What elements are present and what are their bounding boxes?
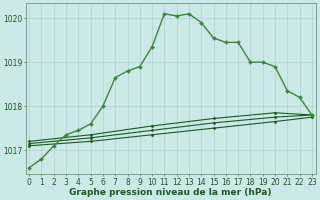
X-axis label: Graphe pression niveau de la mer (hPa): Graphe pression niveau de la mer (hPa)	[69, 188, 272, 197]
